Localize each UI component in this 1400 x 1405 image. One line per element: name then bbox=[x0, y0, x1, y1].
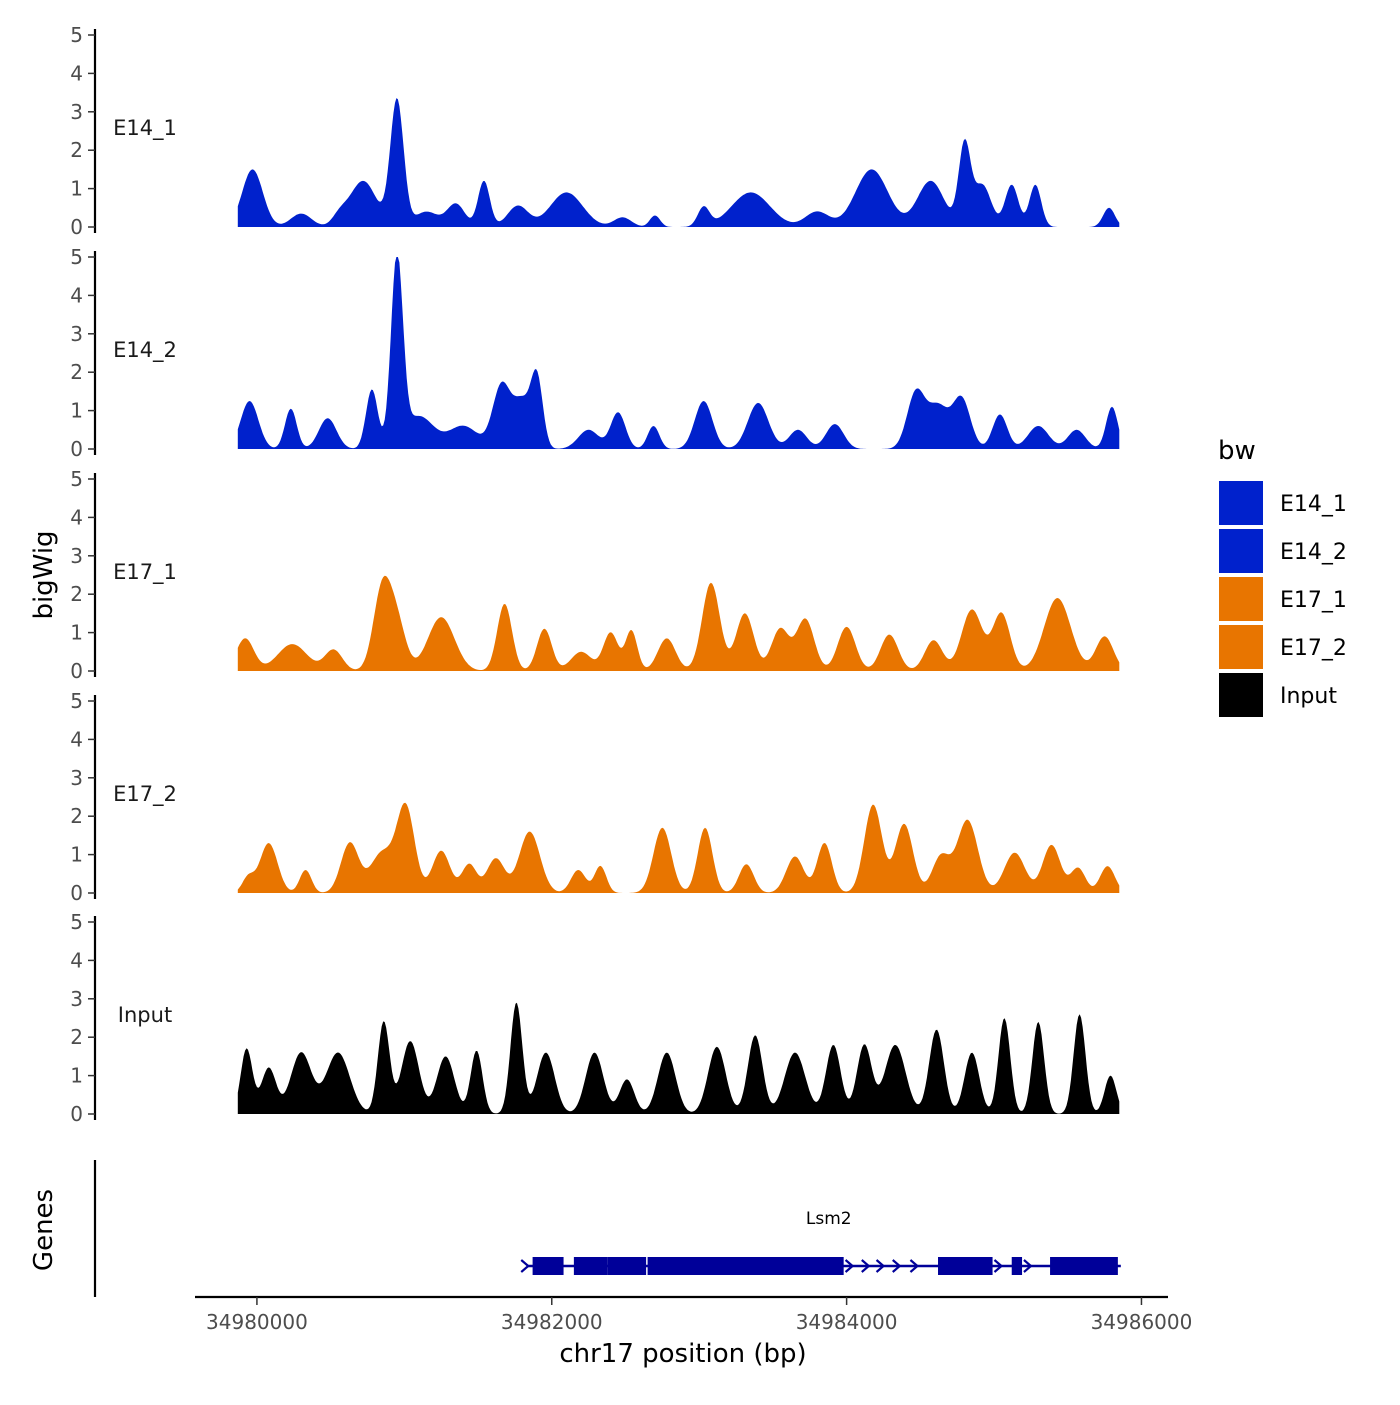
gene-exon bbox=[532, 1257, 564, 1275]
y-tick-label: 1 bbox=[70, 399, 83, 423]
gene-exon bbox=[607, 1257, 647, 1275]
legend-item: Input bbox=[1217, 671, 1337, 719]
x-tick-label: 34980000 bbox=[206, 1310, 308, 1334]
gene-exon bbox=[938, 1257, 993, 1275]
track-label: Input bbox=[118, 1003, 172, 1027]
track-label: E17_2 bbox=[113, 782, 177, 807]
x-tick-label: 34982000 bbox=[501, 1310, 603, 1334]
y-tick-label: 5 bbox=[70, 910, 83, 934]
strand-arrow bbox=[861, 1259, 871, 1273]
y-tick-label: 3 bbox=[70, 987, 83, 1011]
y-tick-label: 5 bbox=[70, 689, 83, 713]
x-tick-label: 34984000 bbox=[796, 1310, 898, 1334]
gene-exon bbox=[647, 1257, 844, 1275]
legend-item: E14_1 bbox=[1217, 479, 1347, 527]
y-tick-label: 3 bbox=[70, 100, 83, 124]
y-tick-label: 5 bbox=[70, 245, 83, 269]
gene-exon bbox=[1011, 1257, 1023, 1275]
track-label: E14_1 bbox=[113, 116, 177, 141]
y-tick-label: 4 bbox=[70, 727, 83, 751]
legend-swatch bbox=[1217, 527, 1265, 575]
y-tick-label: 1 bbox=[70, 621, 83, 645]
x-axis-title: chr17 position (bp) bbox=[559, 1339, 806, 1369]
y-tick-label: 2 bbox=[70, 582, 83, 606]
legend-label: E14_1 bbox=[1280, 492, 1347, 517]
y-tick-label: 1 bbox=[70, 843, 83, 867]
y-tick-label: 1 bbox=[70, 177, 83, 201]
strand-arrow bbox=[993, 1259, 1004, 1273]
legend-item: E17_2 bbox=[1217, 623, 1347, 671]
y-tick-label: 0 bbox=[70, 1102, 83, 1126]
y-tick-label: 5 bbox=[70, 23, 83, 47]
y-tick-label: 0 bbox=[70, 215, 83, 239]
y-tick-label: 2 bbox=[70, 804, 83, 828]
track-label: E17_1 bbox=[113, 560, 177, 585]
legend-label: E14_2 bbox=[1280, 540, 1347, 565]
y-tick-label: 4 bbox=[70, 283, 83, 307]
strand-arrow bbox=[844, 1259, 855, 1273]
legend-swatch bbox=[1217, 575, 1265, 623]
y-tick-label: 0 bbox=[70, 437, 83, 461]
y-tick-label: 2 bbox=[70, 1025, 83, 1049]
coverage-area bbox=[237, 575, 1120, 671]
y-tick-label: 5 bbox=[70, 467, 83, 491]
legend-swatch bbox=[1217, 671, 1265, 719]
tracks-layer: 0 1 2 3 4 5 E14_1 0 1 2 3 4 5 E14_2 0 1 2 3 4 5 E17_1 0 1 2 3 4 5 E… bbox=[70, 23, 1120, 1126]
legend-swatch bbox=[1217, 623, 1265, 671]
track-E14_1: 0 1 2 3 4 5 E14_1 bbox=[70, 23, 1120, 239]
track-label: E14_2 bbox=[113, 338, 177, 363]
y-tick-label: 2 bbox=[70, 360, 83, 384]
gene-name-label: Lsm2 bbox=[806, 1209, 852, 1229]
legend: bw E14_1 E14_2 E17_1 E17_2 Input bbox=[1217, 436, 1347, 719]
y-tick-label: 2 bbox=[70, 138, 83, 162]
legend-title: bw bbox=[1218, 436, 1256, 466]
y-tick-label: 4 bbox=[70, 61, 83, 85]
gene-exon bbox=[1050, 1257, 1118, 1275]
y-tick-label: 4 bbox=[70, 948, 83, 972]
coverage-area bbox=[237, 98, 1120, 227]
y-tick-label: 3 bbox=[70, 766, 83, 790]
track-E17_2: 0 1 2 3 4 5 E17_2 bbox=[70, 689, 1120, 905]
legend-label: E17_2 bbox=[1280, 636, 1347, 661]
y-tick-label: 1 bbox=[70, 1064, 83, 1088]
coverage-area bbox=[237, 802, 1120, 893]
legend-swatch bbox=[1217, 479, 1265, 527]
strand-arrow bbox=[1023, 1259, 1033, 1273]
y-tick-label: 0 bbox=[70, 659, 83, 683]
legend-item: E17_1 bbox=[1217, 575, 1347, 623]
coverage-area bbox=[237, 257, 1120, 449]
x-axis: 34980000 34982000 34984000 34986000 bbox=[195, 1295, 1193, 1334]
track-Input: 0 1 2 3 4 5 Input bbox=[70, 910, 1120, 1126]
strand-arrow bbox=[875, 1259, 886, 1273]
y-tick-label: 4 bbox=[70, 505, 83, 529]
genes-layer: Lsm2 bbox=[93, 1160, 1121, 1297]
strand-arrow bbox=[892, 1259, 902, 1273]
legend-label: E17_1 bbox=[1280, 588, 1347, 613]
track-E17_1: 0 1 2 3 4 5 E17_1 bbox=[70, 467, 1120, 683]
legend-item: E14_2 bbox=[1217, 527, 1347, 575]
coverage-area bbox=[237, 1002, 1120, 1114]
strand-arrow bbox=[520, 1259, 530, 1273]
strand-arrow bbox=[909, 1259, 920, 1273]
gene-model: Lsm2 bbox=[520, 1209, 1121, 1275]
y-tick-label: 3 bbox=[70, 322, 83, 346]
y-tick-label: 3 bbox=[70, 544, 83, 568]
gene-exon bbox=[573, 1257, 608, 1275]
y-tick-label: 0 bbox=[70, 881, 83, 905]
genes-axis-title: Genes bbox=[29, 1189, 59, 1271]
track-E14_2: 0 1 2 3 4 5 E14_2 bbox=[70, 245, 1120, 461]
x-tick-label: 34986000 bbox=[1091, 1310, 1193, 1334]
legend-label: Input bbox=[1280, 684, 1337, 709]
y-axis-title: bigWig bbox=[29, 530, 59, 619]
